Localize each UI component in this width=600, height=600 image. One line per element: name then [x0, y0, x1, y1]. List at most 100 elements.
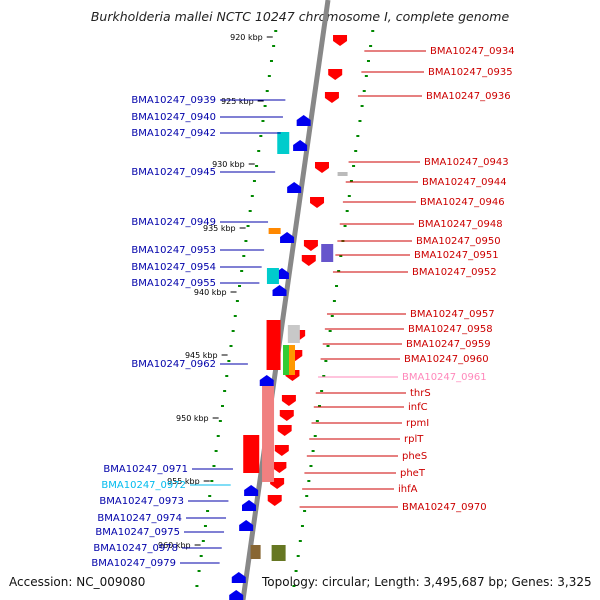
- gene-arrow-reverse: [281, 395, 296, 406]
- ruler-dot: [257, 150, 261, 152]
- gene-block-grey: [337, 172, 348, 176]
- right-gene-label: BMA10247_0959: [406, 339, 491, 350]
- right-gene-label: BMA10247_0952: [412, 267, 497, 278]
- track-dot: [332, 300, 336, 302]
- track-dot: [369, 45, 373, 47]
- track-dot: [324, 360, 328, 362]
- right-gene-label: BMA10247_0935: [428, 67, 513, 78]
- ruler-dot: [255, 165, 259, 167]
- gene-arrow-forward: [242, 500, 256, 511]
- right-gene-label: ihfA: [398, 484, 418, 495]
- ruler-dot: [250, 195, 254, 197]
- right-gene-label: BMA10247_0950: [416, 236, 501, 247]
- ruler-dot: [252, 180, 256, 182]
- gene-arrow-reverse: [277, 425, 292, 436]
- track-dot: [296, 555, 300, 557]
- ruler-dot: [238, 285, 242, 287]
- ruler-dot: [216, 435, 220, 437]
- ruler-dot: [246, 225, 250, 227]
- gene-block-grey: [287, 325, 300, 343]
- right-gene-label: BMA10247_0951: [414, 250, 499, 261]
- genome-axis: [240, 0, 331, 600]
- track-dot: [343, 225, 347, 227]
- track-dot: [326, 345, 330, 347]
- ruler-dot: [272, 45, 276, 47]
- gene-arrow-reverse: [328, 69, 343, 80]
- track-dot: [356, 135, 360, 137]
- left-gene-label: BMA10247_0940: [131, 112, 216, 123]
- right-gene-label: rpmI: [406, 418, 429, 429]
- left-gene-label: BMA10247_0949: [131, 217, 216, 228]
- track-dot: [328, 330, 332, 332]
- ruler-dot: [214, 450, 218, 452]
- ruler-dot: [212, 465, 216, 467]
- track-dot: [309, 465, 313, 467]
- ruler-label: 950 kbp: [176, 414, 209, 423]
- track-dot: [330, 315, 334, 317]
- right-gene-label: rplT: [404, 434, 424, 445]
- gene-arrow-reverse: [279, 410, 294, 421]
- left-gene-label: BMA10247_0979: [91, 558, 176, 569]
- ruler-dot: [197, 570, 201, 572]
- gene-block-brown: [250, 545, 261, 559]
- right-gene-label: BMA10247_0946: [420, 197, 505, 208]
- gene-block-reverse-light: [262, 382, 275, 482]
- ruler-dot: [220, 405, 224, 407]
- ruler-dot: [235, 300, 239, 302]
- left-gene-label: BMA10247_0953: [131, 245, 216, 256]
- track-dot: [364, 75, 368, 77]
- right-gene-label: BMA10247_0961: [402, 372, 487, 383]
- right-gene-label: pheS: [402, 451, 427, 462]
- gene-arrow-forward: [293, 140, 308, 151]
- ruler-dot: [199, 555, 203, 557]
- track-dot: [360, 105, 364, 107]
- accession-text: Accession: NC_009080: [9, 575, 146, 589]
- track-dot: [366, 60, 370, 62]
- track-dot: [322, 375, 326, 377]
- gene-arrow-reverse: [303, 240, 318, 251]
- ruler-dot: [261, 120, 265, 122]
- gene-arrow-reverse: [310, 197, 325, 208]
- right-gene-label: BMA10247_0957: [410, 309, 495, 320]
- track-dot: [313, 435, 317, 437]
- left-gene-label: BMA10247_0945: [131, 167, 216, 178]
- track-dot: [371, 30, 375, 32]
- ruler-dot: [231, 330, 235, 332]
- right-gene-label: BMA10247_0936: [426, 91, 511, 102]
- left-gene-label: BMA10247_0954: [131, 262, 216, 273]
- ruler-dot: [259, 135, 263, 137]
- track-dot: [298, 540, 302, 542]
- gene-arrow-forward: [244, 485, 259, 496]
- right-gene-label: BMA10247_0958: [408, 324, 493, 335]
- track-dot: [311, 450, 315, 452]
- right-gene-label: infC: [408, 402, 428, 413]
- ruler-dot: [203, 525, 207, 527]
- track-dot: [300, 525, 304, 527]
- genome-summary-text: Topology: circular; Length: 3,495,687 bp…: [262, 575, 592, 589]
- left-gene-label: BMA10247_0971: [103, 464, 188, 475]
- ruler-dot: [218, 420, 222, 422]
- gene-arrow-reverse: [267, 495, 282, 506]
- ruler-dot: [201, 540, 205, 542]
- track-dot: [317, 405, 321, 407]
- track-dot: [347, 195, 351, 197]
- right-gene-label: BMA10247_0970: [402, 502, 487, 513]
- track-dot: [294, 570, 298, 572]
- right-gene-label: BMA10247_0934: [430, 46, 515, 57]
- gene-block-cyan: [266, 268, 279, 284]
- left-gene-label: BMA10247_0973: [99, 496, 184, 507]
- right-gene-label: BMA10247_0943: [424, 157, 509, 168]
- left-gene-label: BMA10247_0962: [131, 359, 216, 370]
- left-gene-label: BMA10247_0942: [131, 128, 216, 139]
- ruler-dot: [263, 105, 267, 107]
- right-gene-label: pheT: [400, 468, 426, 479]
- ruler-dot: [242, 255, 246, 257]
- ruler-dot: [233, 315, 237, 317]
- gene-arrow-forward: [231, 572, 246, 583]
- ruler-label: 945 kbp: [185, 351, 218, 360]
- ruler-label: 935 kbp: [203, 224, 236, 233]
- gene-arrow-reverse: [314, 162, 329, 173]
- ruler-label: 930 kbp: [212, 160, 245, 169]
